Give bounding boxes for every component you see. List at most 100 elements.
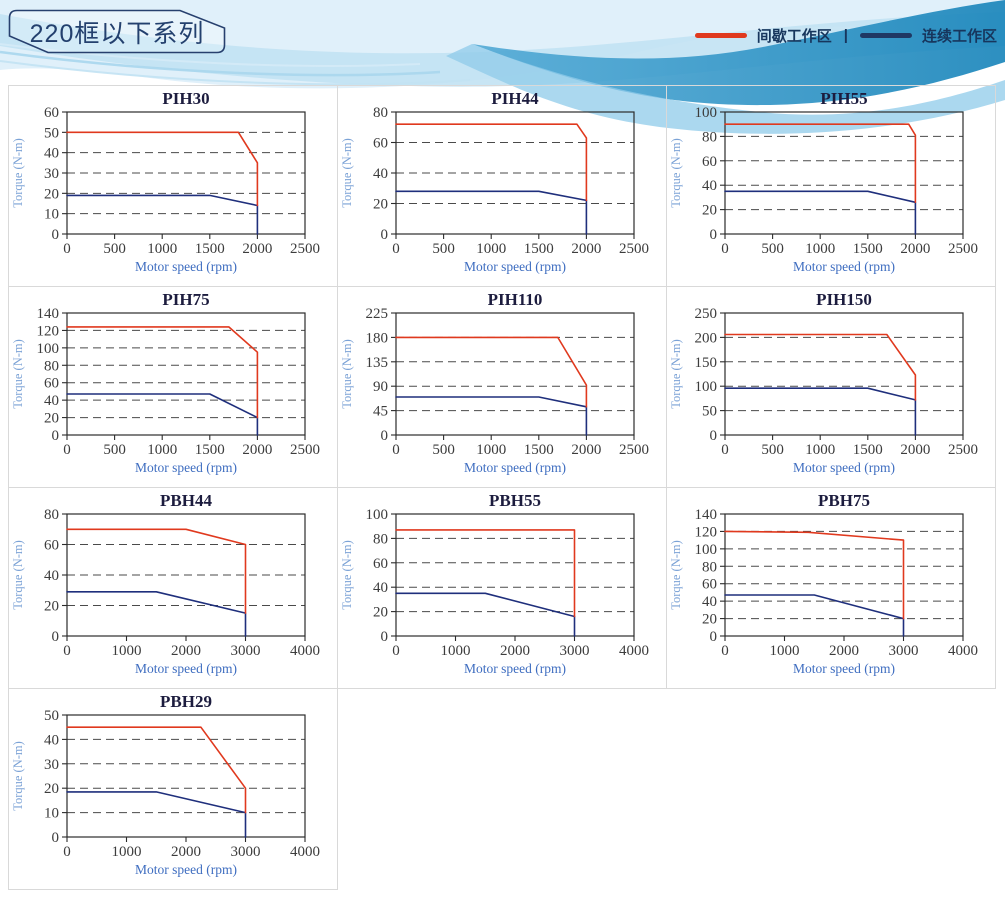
y-tick-label: 60 — [702, 154, 717, 170]
chart-title: PIH30 — [162, 89, 209, 108]
series-line-intermittent — [395, 336, 588, 408]
x-tick-label: 1500 — [195, 442, 225, 458]
plot-border — [395, 312, 635, 436]
y-tick-label: 120 — [695, 524, 718, 540]
x-tick-label: 1000 — [112, 844, 142, 860]
x-tick-label: 1500 — [853, 241, 883, 257]
x-tick-label: 500 — [432, 442, 455, 458]
y-axis-label: Torque (N-m) — [669, 138, 683, 208]
y-axis-label: Torque (N-m) — [340, 138, 354, 208]
y-axis-label: Torque (N-m) — [11, 138, 25, 208]
chart-title: PIH75 — [162, 290, 209, 309]
series-line-continuous — [724, 594, 905, 637]
y-tick-label: 20 — [44, 781, 59, 797]
y-tick-label: 80 — [44, 507, 59, 523]
y-tick-label: 50 — [44, 125, 59, 141]
chart-title: PBH44 — [160, 491, 212, 510]
y-tick-label: 0 — [381, 428, 389, 444]
legend-separator: | — [843, 27, 848, 44]
legend-label-intermittent: 间歇工作区 — [756, 28, 832, 45]
x-tick-label: 4000 — [619, 643, 649, 659]
x-tick-label: 2000 — [829, 643, 859, 659]
x-tick-label: 1500 — [853, 442, 883, 458]
y-tick-label: 90 — [373, 379, 388, 395]
x-tick-label: 2500 — [948, 241, 978, 257]
chart-panel-PIH44: PIH44 0 20 40 60 80 0 500 1000 1500 2000 2500 Motor … — [337, 85, 667, 287]
x-tick-label: 2500 — [619, 241, 649, 257]
y-tick-label: 20 — [702, 203, 717, 219]
x-tick-label: 2500 — [619, 442, 649, 458]
y-tick-label: 0 — [381, 629, 389, 645]
x-tick-label: 1000 — [805, 442, 835, 458]
x-tick-label: 3000 — [560, 643, 590, 659]
series-line-intermittent — [395, 529, 576, 618]
y-tick-label: 0 — [381, 227, 389, 243]
legend-label-continuous: 连续工作区 — [921, 28, 997, 45]
y-axis-label: Torque (N-m) — [340, 339, 354, 409]
y-axis-label: Torque (N-m) — [669, 540, 683, 610]
x-tick-label: 3000 — [231, 844, 261, 860]
y-tick-label: 100 — [37, 341, 60, 357]
y-tick-label: 80 — [373, 531, 388, 547]
x-axis-label: Motor speed (rpm) — [793, 259, 895, 274]
x-tick-label: 2000 — [242, 241, 272, 257]
x-tick-label: 500 — [103, 241, 126, 257]
series-line-continuous — [66, 591, 247, 637]
x-tick-label: 1500 — [524, 442, 554, 458]
x-tick-label: 0 — [721, 442, 729, 458]
x-axis-label: Motor speed (rpm) — [135, 259, 237, 274]
x-tick-label: 2000 — [171, 844, 201, 860]
y-tick-label: 50 — [44, 708, 59, 724]
x-tick-label: 3000 — [231, 643, 261, 659]
y-axis-label: Torque (N-m) — [11, 339, 25, 409]
plot-border — [724, 312, 964, 436]
y-tick-label: 30 — [44, 166, 59, 182]
wave-background — [0, 0, 1005, 150]
y-axis-label: Torque (N-m) — [11, 741, 25, 811]
series-line-continuous — [724, 387, 917, 436]
x-tick-label: 1000 — [805, 241, 835, 257]
chart-panel-PIH30: PIH30 0 10 20 30 40 50 60 0 500 1000 1500 2000 2500 Mo… — [8, 85, 338, 287]
y-tick-label: 100 — [695, 379, 718, 395]
x-tick-label: 500 — [761, 241, 784, 257]
plot-border — [395, 513, 635, 637]
series-line-intermittent — [66, 326, 259, 419]
y-tick-label: 20 — [44, 411, 59, 427]
chart-panel-PBH29: PBH29 0 10 20 30 40 50 0 1000 2000 3000 4000 Motor s… — [8, 688, 338, 890]
series-badge: 220框以下系列 — [8, 9, 226, 54]
x-tick-label: 1000 — [476, 241, 506, 257]
y-tick-label: 80 — [44, 358, 59, 374]
chart-panel-PIH110: PIH110 0 45 90 135 180 225 0 500 1000 1500 2000 2500… — [337, 286, 667, 488]
series-line-continuous — [66, 393, 259, 436]
x-axis-label: Motor speed (rpm) — [464, 661, 566, 676]
y-tick-label: 250 — [695, 306, 718, 322]
y-tick-label: 40 — [373, 166, 388, 182]
y-tick-label: 20 — [702, 612, 717, 628]
x-tick-label: 1000 — [147, 241, 177, 257]
x-tick-label: 2000 — [242, 442, 272, 458]
series-line-intermittent — [724, 123, 917, 204]
y-tick-label: 225 — [366, 306, 389, 322]
chart-title: PBH75 — [818, 491, 870, 510]
series-line-continuous — [395, 592, 576, 637]
y-tick-label: 40 — [702, 178, 717, 194]
x-tick-label: 2000 — [571, 241, 601, 257]
x-tick-label: 0 — [392, 442, 400, 458]
series-badge-text: 220框以下系列 — [29, 19, 205, 48]
x-tick-label: 0 — [721, 643, 729, 659]
chart-panel-PBH44: PBH44 0 20 40 60 80 0 1000 2000 3000 4000 Motor spe… — [8, 487, 338, 689]
x-tick-label: 1500 — [195, 241, 225, 257]
y-tick-label: 60 — [373, 556, 388, 572]
x-axis-label: Motor speed (rpm) — [464, 259, 566, 274]
x-tick-label: 3000 — [889, 643, 919, 659]
y-tick-label: 0 — [710, 428, 718, 444]
x-axis-label: Motor speed (rpm) — [135, 460, 237, 475]
series-line-continuous — [395, 396, 588, 436]
y-tick-label: 20 — [373, 605, 388, 621]
y-tick-label: 60 — [702, 577, 717, 593]
y-tick-label: 140 — [695, 507, 718, 523]
y-tick-label: 40 — [44, 146, 59, 162]
